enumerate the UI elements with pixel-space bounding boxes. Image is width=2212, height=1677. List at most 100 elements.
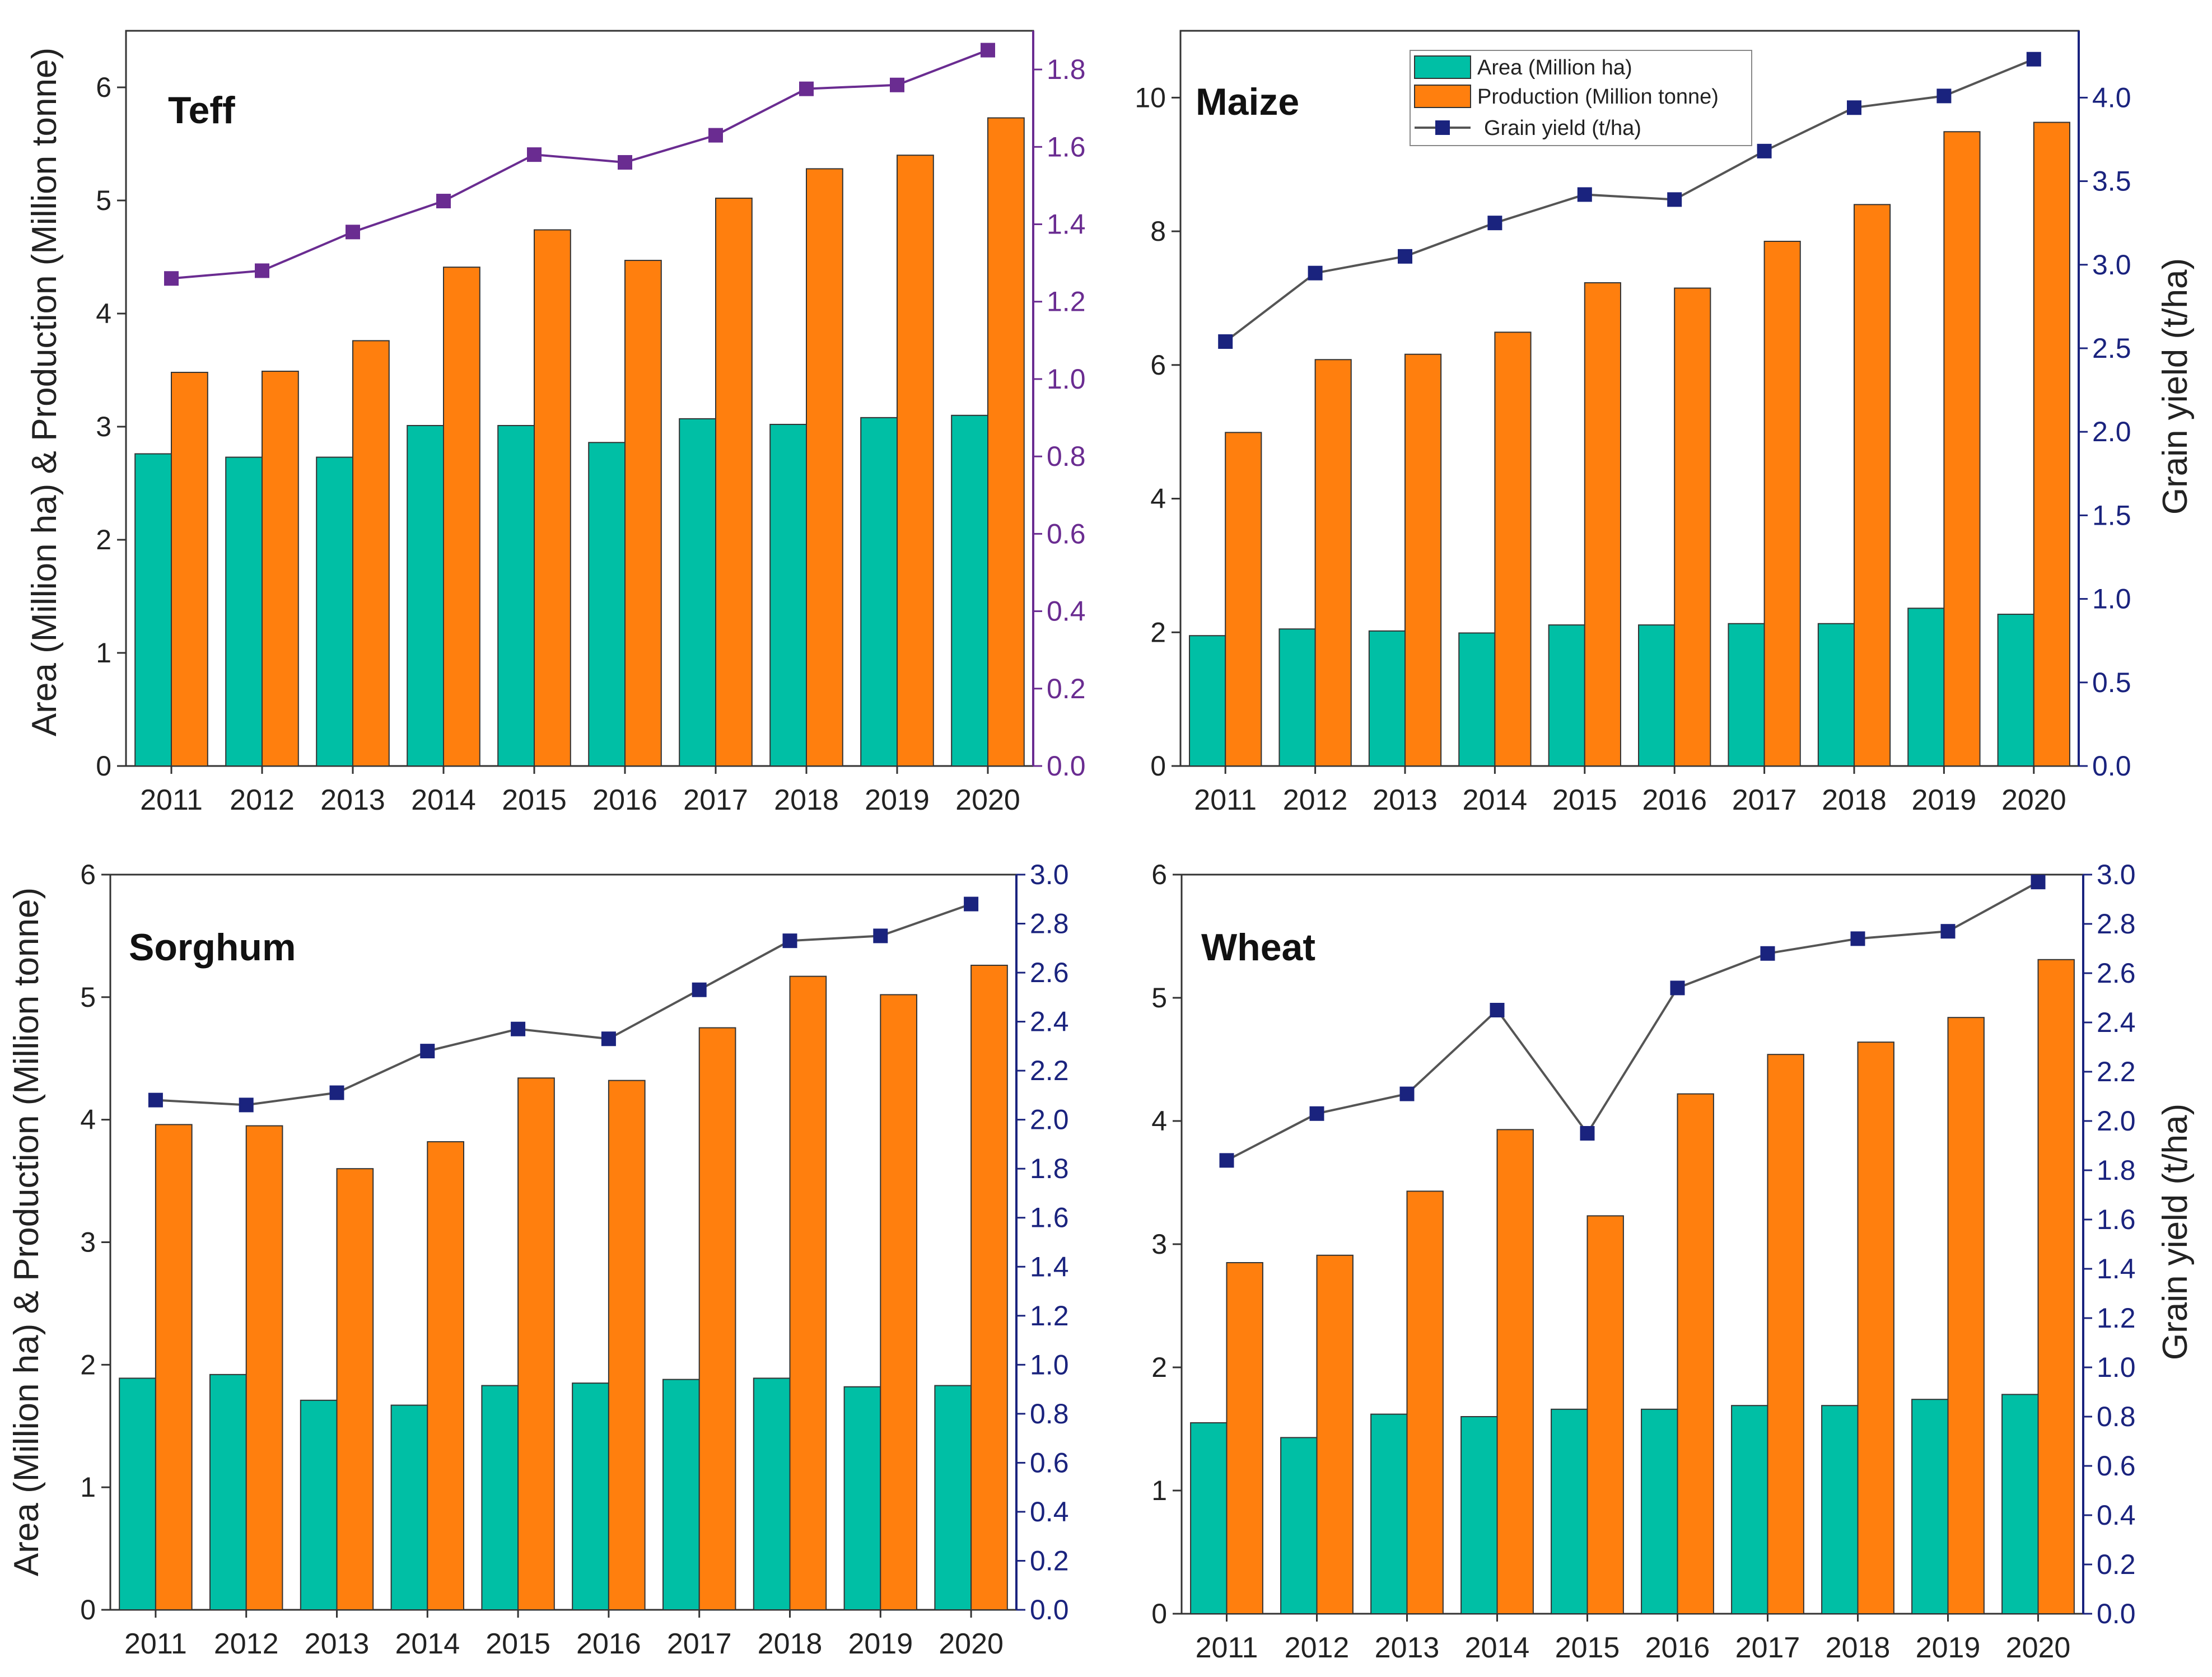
- yield-marker: [1670, 980, 1685, 996]
- year-label: 2020: [2001, 784, 2066, 816]
- yield-marker: [2031, 875, 2046, 890]
- right-tick-label: 0.6: [1047, 518, 1086, 549]
- year-label: 2012: [214, 1628, 279, 1660]
- yield-marker: [1309, 1106, 1324, 1121]
- yield-marker: [799, 81, 814, 96]
- area-bar: [300, 1399, 338, 1610]
- area-bar: [316, 456, 354, 767]
- year-label: 2012: [1285, 1632, 1350, 1664]
- right-tick-label: 2.0: [2092, 416, 2131, 447]
- right-tick-label: 0.6: [2097, 1450, 2136, 1482]
- right-tick-label: 0.2: [2097, 1549, 2136, 1580]
- right-tick-label: 2.0: [2097, 1105, 2136, 1137]
- area-bar: [1190, 1422, 1228, 1614]
- right-tick-label: 0.4: [2097, 1500, 2136, 1531]
- area-bar: [1821, 1405, 1859, 1614]
- right-tick-label: 1.6: [1030, 1202, 1069, 1234]
- area-bar: [1370, 1413, 1408, 1615]
- right-tick-label: 1.8: [1030, 1153, 1069, 1184]
- year-label: 2013: [1373, 784, 1438, 816]
- yield-marker: [890, 77, 904, 92]
- production-bar: [155, 1124, 193, 1611]
- right-tick-label: 3.0: [2097, 859, 2136, 890]
- yield-marker: [164, 271, 179, 286]
- right-tick-label: 0.0: [1030, 1594, 1069, 1625]
- yield-line: [155, 903, 972, 1106]
- year-label: 2018: [1822, 784, 1887, 816]
- production-bar: [789, 975, 827, 1610]
- yield-marker: [346, 225, 360, 240]
- production-bar: [1316, 1254, 1354, 1615]
- right-tick-label: 2.6: [2097, 957, 2136, 989]
- year-label: 2020: [955, 784, 1020, 816]
- left-tick-label: 5: [96, 185, 111, 216]
- year-label: 2019: [1916, 1632, 1981, 1664]
- production-bar: [880, 994, 918, 1610]
- area-bar: [1997, 614, 2034, 767]
- right-tick-label: 3.0: [1030, 859, 1069, 890]
- area-bar: [572, 1382, 609, 1611]
- right-tick-label: 0.6: [1030, 1447, 1069, 1478]
- crop-title: Teff: [168, 89, 235, 132]
- area-bar: [679, 418, 716, 767]
- crop-title: Maize: [1196, 81, 1299, 123]
- production-bar: [517, 1077, 555, 1610]
- right-tick-label: 0.4: [1030, 1496, 1069, 1527]
- year-label: 2014: [1463, 784, 1528, 816]
- left-tick-label: 8: [1150, 216, 1166, 247]
- production-bar: [427, 1141, 465, 1610]
- right-tick-label: 1.0: [2097, 1352, 2136, 1383]
- right-tick-label: 1.0: [1030, 1349, 1069, 1380]
- year-label: 2011: [1196, 1632, 1258, 1664]
- production-bar: [806, 168, 843, 767]
- year-label: 2014: [411, 784, 476, 816]
- legend: Area (Million ha) Production (Million to…: [1410, 50, 1752, 146]
- area-bar: [2001, 1394, 2039, 1614]
- area-bar: [662, 1379, 700, 1610]
- year-label: 2018: [1826, 1632, 1891, 1664]
- left-tick-label: 1: [1151, 1475, 1167, 1506]
- production-bar: [171, 372, 208, 767]
- yield-marker: [873, 928, 888, 943]
- area-bar: [134, 453, 172, 767]
- left-tick-label: 4: [96, 298, 111, 329]
- right-tick-label: 2.4: [2097, 1007, 2136, 1038]
- yield-line: [1226, 881, 2039, 1162]
- production-bar: [2037, 959, 2075, 1614]
- year-label: 2019: [848, 1628, 913, 1660]
- legend-production-label: Production (Million tonne): [1477, 85, 1719, 109]
- right-axis-title: Grain yield (t/ha): [2156, 258, 2195, 515]
- right-tick-label: 3.0: [2092, 249, 2131, 281]
- left-tick-label: 4: [1151, 1105, 1167, 1137]
- right-tick-label: 0.0: [2097, 1598, 2136, 1629]
- yield-marker: [511, 1021, 526, 1036]
- left-tick-label: 2: [1151, 1352, 1167, 1383]
- yield-marker: [1850, 931, 1865, 946]
- production-bar: [1677, 1093, 1714, 1614]
- yield-marker: [618, 155, 632, 170]
- left-tick-label: 6: [1150, 349, 1166, 381]
- yield-marker: [436, 194, 451, 209]
- right-tick-label: 0.8: [2097, 1401, 2136, 1432]
- year-label: 2012: [230, 784, 295, 816]
- area-bar: [934, 1385, 972, 1610]
- left-tick-label: 5: [1151, 982, 1167, 1013]
- left-tick-label: 10: [1135, 82, 1166, 113]
- production-bar: [336, 1168, 374, 1610]
- year-label: 2016: [1642, 784, 1707, 816]
- area-bar: [1460, 1416, 1498, 1614]
- year-label: 2015: [1552, 784, 1617, 816]
- area-bar: [497, 424, 535, 767]
- right-tick-label: 2.2: [2097, 1056, 2136, 1087]
- area-bar: [1817, 623, 1855, 767]
- area-bar: [481, 1385, 519, 1610]
- right-tick-label: 4.0: [2092, 82, 2131, 113]
- year-label: 2018: [758, 1628, 823, 1660]
- right-tick-label: 0.2: [1047, 673, 1086, 704]
- teff-panel: 0 1 2 3 4 5 6 0.0 0.2 0.4 0.6 0.8 1.0 1.2 1.4 1.6 1.8 201…: [96, 30, 1086, 816]
- yield-marker: [782, 933, 797, 949]
- production-bar: [1767, 1054, 1804, 1614]
- area-bar: [588, 442, 626, 767]
- year-label: 2019: [865, 784, 930, 816]
- area-bar: [1458, 632, 1496, 767]
